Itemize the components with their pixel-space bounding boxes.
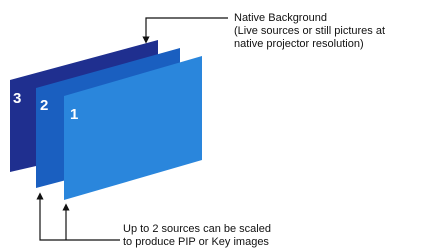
- layer-label: 3: [13, 90, 21, 107]
- layer-label: 2: [40, 97, 48, 114]
- annotation: (Live sources or still pictures at: [234, 25, 385, 37]
- leader-arrow: [146, 18, 228, 40]
- diagram: 3 2 1 Native Background (Live sources or…: [0, 0, 421, 250]
- page: {"layers": [{"label": "3"}, {"label": "2…: [0, 0, 421, 250]
- annotation: Native Background: [234, 12, 327, 24]
- leader-line: [40, 232, 120, 240]
- annotation: native projector resolution): [234, 38, 364, 50]
- annotation: Up to 2 sources can be scaled: [123, 223, 271, 235]
- annotation: to produce PIP or Key images: [123, 236, 269, 248]
- layer-label: 1: [70, 106, 78, 123]
